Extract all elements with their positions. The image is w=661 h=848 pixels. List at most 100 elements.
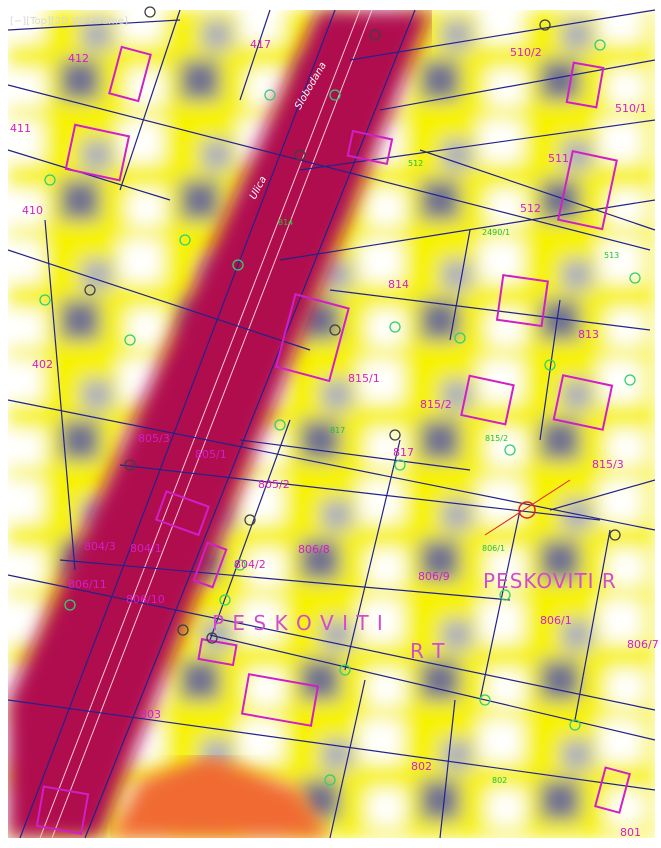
raster-background xyxy=(8,10,655,838)
survey-point xyxy=(44,174,56,186)
parcel-line xyxy=(239,9,271,101)
parcel-label: 802 xyxy=(411,760,432,773)
green-label: 814 xyxy=(278,218,293,227)
parcel-line xyxy=(329,289,651,331)
parcel-label: 804/3 xyxy=(84,540,116,553)
parcel-label: 815/2 xyxy=(420,398,452,411)
parcel-label: 806/7 xyxy=(627,638,659,651)
survey-point xyxy=(454,332,466,344)
parcel-label: 411 xyxy=(10,122,31,135)
survey-point xyxy=(499,589,511,601)
parcel-label: 417 xyxy=(250,38,271,51)
survey-point xyxy=(206,632,218,644)
parcel-label: 815/3 xyxy=(592,458,624,471)
survey-point xyxy=(629,272,641,284)
place-name: R T xyxy=(410,639,445,663)
parcel-line xyxy=(439,699,456,839)
parcel-line xyxy=(59,559,511,601)
survey-point xyxy=(329,89,341,101)
street-lines xyxy=(19,9,416,839)
parcel-label: 803 xyxy=(140,708,161,721)
survey-point xyxy=(544,359,556,371)
survey-point xyxy=(232,259,244,271)
parcel-label: 806/11 xyxy=(68,578,107,591)
survey-point xyxy=(389,321,401,333)
parcel-label: 814 xyxy=(388,278,409,291)
parcel-line xyxy=(209,634,656,741)
parcel-label: 815/1 xyxy=(348,372,380,385)
survey-point xyxy=(124,459,136,471)
green-label: 513 xyxy=(604,251,619,260)
survey-point xyxy=(369,29,381,41)
parcel-label: 801 xyxy=(620,826,641,839)
parcel-line xyxy=(379,59,656,111)
parcel-line xyxy=(574,529,611,721)
parcel-line xyxy=(7,574,656,711)
parcel-line xyxy=(7,399,656,531)
survey-point xyxy=(518,501,536,519)
parcel-line xyxy=(349,9,656,61)
survey-point xyxy=(244,514,256,526)
parcel-line xyxy=(7,149,171,201)
parcel-boundaries xyxy=(7,9,656,839)
survey-point xyxy=(539,19,551,31)
parcel-label: 412 xyxy=(68,52,89,65)
survey-point xyxy=(394,459,406,471)
parcel-label: 817 xyxy=(393,446,414,459)
parcel-label: 805/3 xyxy=(138,432,170,445)
survey-point xyxy=(144,6,156,18)
green-label: 512 xyxy=(408,159,423,168)
parcel-line xyxy=(279,199,656,261)
survey-point xyxy=(294,149,306,161)
parcel-line xyxy=(44,219,76,571)
survey-point xyxy=(179,234,191,246)
parcel-line xyxy=(449,229,471,341)
survey-point xyxy=(39,294,51,306)
parcel-label: 806/10 xyxy=(126,593,165,606)
parcel-label: 806/8 xyxy=(298,543,330,556)
parcel-label: 511 xyxy=(548,152,569,165)
parcel-line xyxy=(209,419,291,641)
survey-point xyxy=(609,529,621,541)
survey-point xyxy=(264,89,276,101)
parcel-labels: 412 417 411 410 402 510/2 510/1 511 512 814 813 815… xyxy=(10,38,659,839)
parcel-line xyxy=(7,699,656,791)
parcel-label: 804/2 xyxy=(234,558,266,571)
parcel-line xyxy=(7,249,311,351)
survey-point xyxy=(124,334,136,346)
parcel-label: 813 xyxy=(578,328,599,341)
survey-point xyxy=(624,374,636,386)
buildings xyxy=(35,45,631,835)
survey-point xyxy=(504,444,516,456)
survey-point xyxy=(274,419,286,431)
survey-point xyxy=(324,774,336,786)
survey-point xyxy=(389,429,401,441)
survey-point xyxy=(84,284,96,296)
parcel-label: 806/9 xyxy=(418,570,450,583)
parcel-line xyxy=(344,439,401,671)
parcel-line xyxy=(119,9,181,191)
viewport-label[interactable]: [−][Top][2D Wireframe] xyxy=(10,16,128,27)
parcel-label: 510/2 xyxy=(510,46,542,59)
parcel-label: 512 xyxy=(520,202,541,215)
survey-point xyxy=(329,324,341,336)
parcel-line xyxy=(299,119,656,171)
place-name: P E S K O V I T I xyxy=(212,611,384,635)
parcel-label: 805/2 xyxy=(258,478,290,491)
parcel-label: 410 xyxy=(22,204,43,217)
survey-points xyxy=(39,6,641,786)
survey-cross xyxy=(484,479,571,536)
green-label: 2490/1 xyxy=(482,228,510,237)
green-label: 802 xyxy=(492,776,507,785)
parcel-label: 804/1 xyxy=(130,542,162,555)
parcel-line xyxy=(7,19,181,31)
green-label: 806/1 xyxy=(482,544,505,553)
parcel-line xyxy=(479,509,521,701)
parcel-label: 805/1 xyxy=(195,448,227,461)
parcel-label: 806/1 xyxy=(540,614,572,627)
survey-point xyxy=(234,559,246,571)
parcel-line xyxy=(329,679,366,839)
survey-point xyxy=(64,599,76,611)
parcel-line xyxy=(239,439,471,471)
